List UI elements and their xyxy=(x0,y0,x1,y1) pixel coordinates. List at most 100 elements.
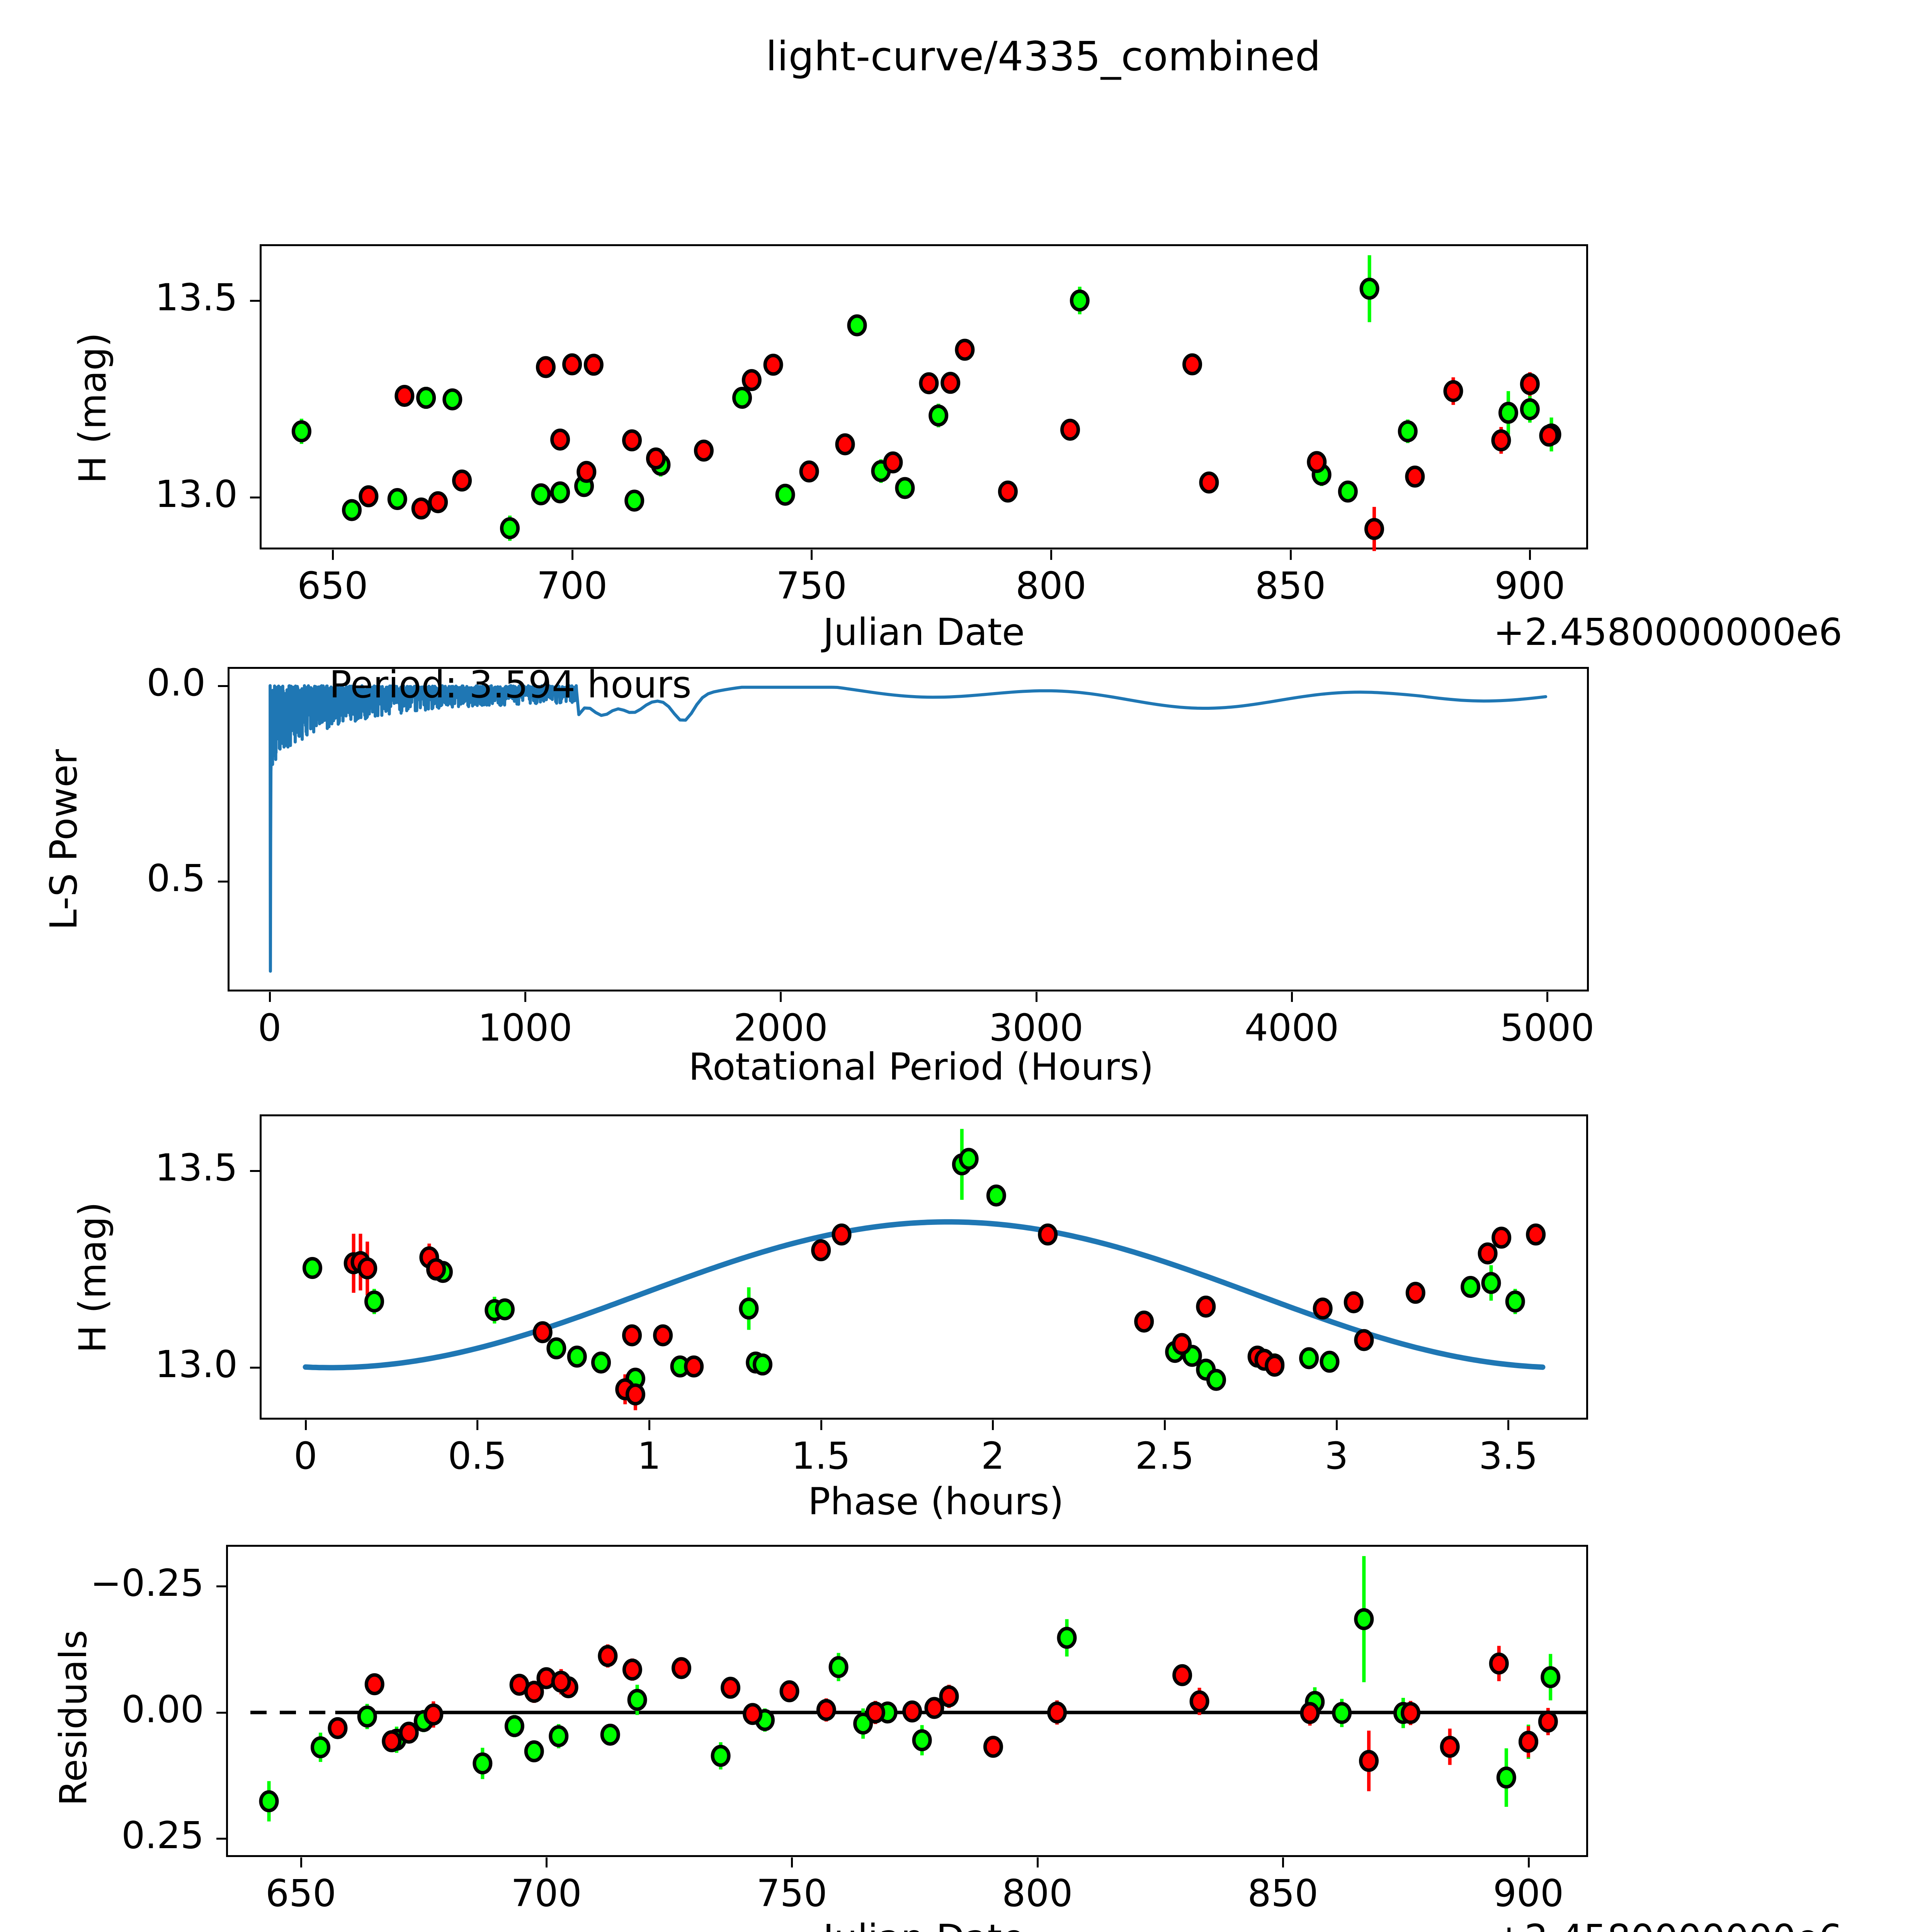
xtick-mark xyxy=(648,1420,650,1430)
data-point-green xyxy=(549,1725,569,1747)
xtick-mark xyxy=(524,992,527,1002)
xtick-label-3-1.5: 1.5 xyxy=(791,1434,850,1478)
data-point-green xyxy=(959,1148,979,1170)
data-point-green xyxy=(739,1298,759,1320)
panel3-xlabel: Phase (hours) xyxy=(808,1480,1064,1523)
data-point-green xyxy=(531,483,551,505)
periodogram-curve xyxy=(269,684,1548,973)
data-point-red xyxy=(1354,1329,1374,1351)
data-point-red xyxy=(1265,1354,1285,1377)
ytick-label-4--0.25: −0.25 xyxy=(90,1561,204,1605)
data-point-red xyxy=(721,1677,741,1699)
xtick-mark xyxy=(304,1420,307,1430)
xtick-mark xyxy=(820,1420,822,1430)
data-point-green xyxy=(357,1705,377,1728)
xtick-mark xyxy=(1050,550,1052,560)
data-point-red xyxy=(550,429,570,451)
panel1-xlabel: Julian Date xyxy=(823,611,1025,654)
data-point-red xyxy=(1199,471,1219,494)
data-point-red xyxy=(1047,1701,1067,1724)
data-point-red xyxy=(998,480,1018,503)
data-point-red xyxy=(1520,373,1540,395)
xtick-mark xyxy=(791,1857,793,1867)
data-point-red xyxy=(1307,451,1327,473)
data-point-red xyxy=(1344,1291,1364,1313)
data-point-red xyxy=(671,1657,691,1679)
data-point-green xyxy=(550,481,570,503)
data-point-red xyxy=(1060,418,1080,441)
ytick-mark xyxy=(250,299,260,302)
data-point-red xyxy=(1539,424,1559,447)
data-point-red xyxy=(694,439,714,462)
data-point-green xyxy=(342,499,362,521)
data-point-green xyxy=(986,1184,1006,1207)
panel2-xlabel: Rotational Period (Hours) xyxy=(689,1045,1154,1088)
data-point-red xyxy=(423,1703,444,1726)
data-point-red xyxy=(1440,1736,1460,1758)
data-point-red xyxy=(1189,1690,1209,1713)
ytick-mark xyxy=(218,685,228,687)
ytick-label-3-13.5: 13.5 xyxy=(155,1146,238,1189)
data-point-green xyxy=(929,404,949,427)
data-point-red xyxy=(799,460,819,483)
data-point-red xyxy=(622,1658,642,1681)
data-point-green xyxy=(302,1257,322,1279)
xtick-mark xyxy=(269,992,271,1002)
panel-phase-folded xyxy=(260,1114,1588,1420)
data-point-green xyxy=(1541,1666,1561,1688)
data-point-green xyxy=(310,1736,330,1759)
ytick-mark xyxy=(250,1367,260,1369)
data-point-green xyxy=(546,1337,566,1360)
panel-periodogram xyxy=(228,667,1589,992)
data-point-green xyxy=(732,387,752,409)
data-point-green xyxy=(912,1729,932,1752)
xtick-label-3-2: 2 xyxy=(981,1434,1005,1478)
data-point-green xyxy=(1338,480,1358,503)
xtick-mark xyxy=(1546,992,1549,1002)
data-point-red xyxy=(684,1355,704,1378)
data-point-green xyxy=(828,1656,849,1678)
ytick-mark xyxy=(216,1838,226,1840)
xtick-mark xyxy=(300,1857,302,1867)
data-point-red xyxy=(1519,1731,1539,1753)
xtick-mark xyxy=(1335,1420,1338,1430)
ytick-mark xyxy=(250,497,260,499)
xtick-mark xyxy=(1164,1420,1166,1430)
ytick-mark xyxy=(216,1711,226,1714)
xtick-mark xyxy=(571,550,573,560)
data-point-green xyxy=(752,1353,772,1376)
xtick-mark xyxy=(1529,550,1531,560)
xtick-label-2-2000: 2000 xyxy=(733,1006,828,1049)
data-point-red xyxy=(646,447,666,470)
data-point-red xyxy=(743,1703,763,1725)
data-point-green xyxy=(442,388,463,411)
ytick-mark xyxy=(218,880,228,883)
data-point-red xyxy=(1478,1242,1498,1265)
xtick-label-2-1000: 1000 xyxy=(478,1006,573,1049)
data-point-red xyxy=(763,354,783,376)
data-point-green xyxy=(1354,1608,1374,1630)
xtick-label-1-900: 900 xyxy=(1494,564,1565,607)
xtick-mark xyxy=(992,1420,994,1430)
data-point-red xyxy=(919,372,939,395)
data-point-red xyxy=(1196,1295,1216,1318)
data-point-red xyxy=(1526,1223,1546,1246)
data-point-red xyxy=(1443,380,1463,402)
xtick-mark xyxy=(1527,1857,1530,1867)
panel2-period-annotation: Period: 3.594 hours xyxy=(329,663,692,706)
ytick-label-2-0.5: 0.5 xyxy=(146,856,206,900)
data-point-red xyxy=(955,338,975,361)
data-point-red xyxy=(835,433,855,456)
data-point-red xyxy=(1491,429,1511,452)
data-point-red xyxy=(364,1673,384,1696)
xtick-label-3-3: 3 xyxy=(1325,1434,1349,1478)
data-point-green xyxy=(1206,1369,1226,1391)
data-point-red xyxy=(865,1701,885,1724)
xtick-label-2-3000: 3000 xyxy=(989,1006,1083,1049)
data-point-green xyxy=(1496,1766,1516,1789)
data-point-green xyxy=(1481,1272,1501,1294)
data-point-red xyxy=(816,1699,836,1721)
data-point-red xyxy=(357,1257,378,1280)
data-point-green xyxy=(495,1298,515,1321)
